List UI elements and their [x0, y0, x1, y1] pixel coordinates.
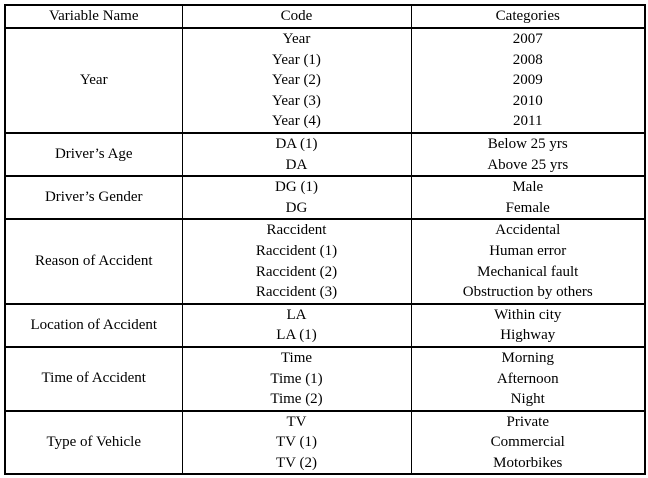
code-value: DG — [285, 199, 308, 216]
code-cell: Time Time (1) Time (2) — [181, 345, 412, 412]
variable-name-cell: Reason of Accident — [4, 218, 183, 305]
category-value: 2007 — [512, 31, 543, 47]
code-value: LA (1) — [276, 327, 317, 344]
code-value: Year — [282, 31, 311, 47]
code-value: Year (4) — [272, 113, 321, 130]
table-row-drivers-gender: Driver’s Gender DG (1) DG Male Female — [4, 175, 646, 221]
code-value: TV (2) — [276, 454, 317, 471]
code-value: Raccident (2) — [255, 263, 338, 280]
category-value: 2008 — [512, 51, 543, 68]
categories-cell: Private Commercial Motorbikes — [410, 409, 646, 476]
table-row-reason-of-accident: Reason of Accident Raccident Raccident (… — [4, 218, 646, 305]
category-value: Commercial — [490, 434, 565, 451]
code-cell: TV TV (1) TV (2) — [181, 409, 412, 476]
code-cell: LA LA (1) — [181, 302, 412, 348]
category-value: Human error — [489, 242, 567, 259]
table-row-drivers-age: Driver’s Age DA (1) DA Below 25 yrs Abov… — [4, 131, 646, 178]
categories-cell: Below 25 yrs Above 25 yrs — [410, 131, 646, 178]
code-cell: DA (1) DA — [181, 131, 412, 178]
code-value: TV (1) — [276, 434, 317, 451]
table-row-year: Year Year Year (1) Year (2) Year (3) Yea… — [4, 27, 646, 134]
category-value: Mechanical fault — [477, 263, 579, 280]
code-value: LA — [286, 306, 307, 323]
variable-name-cell: Type of Vehicle — [4, 409, 183, 476]
code-cell: Raccident Raccident (1) Raccident (2) Ra… — [181, 218, 412, 305]
category-value: 2010 — [512, 92, 543, 109]
code-value: Year (3) — [272, 92, 321, 109]
code-value: DA — [285, 156, 308, 173]
category-value: Morning — [501, 349, 555, 366]
category-value: Female — [505, 199, 550, 216]
category-value: Within city — [494, 306, 562, 323]
column-header-categories: Categories — [410, 4, 646, 29]
variable-coding-table: Variable Name Code Categories Year Year … — [4, 4, 646, 476]
column-header-code: Code — [181, 4, 412, 29]
code-value: Raccident — [266, 222, 327, 239]
code-value: Raccident (1) — [255, 242, 338, 259]
code-value: Time — [280, 349, 313, 366]
categories-cell: Accidental Human error Mechanical fault … — [410, 218, 646, 305]
code-value: Year (2) — [272, 72, 321, 89]
categories-cell: 2007 2008 2009 2010 2011 — [410, 27, 646, 134]
category-value: Male — [512, 179, 544, 196]
variable-name-cell: Year — [4, 27, 183, 134]
category-value: Afternoon — [496, 370, 559, 387]
table-row-time-of-accident: Time of Accident Time Time (1) Time (2) … — [4, 345, 646, 412]
category-value: Obstruction by others — [462, 284, 593, 301]
category-value: Above 25 yrs — [487, 156, 569, 173]
category-value: Highway — [500, 327, 556, 344]
code-value: Raccident (3) — [255, 284, 338, 301]
variable-name-cell: Driver’s Gender — [4, 175, 183, 221]
column-header-variable-name: Variable Name — [4, 4, 183, 29]
category-value: Private — [506, 413, 550, 430]
category-value: Below 25 yrs — [487, 135, 568, 152]
table-row-location-of-accident: Location of Accident LA LA (1) Within ci… — [4, 302, 646, 348]
code-value: TV — [286, 413, 307, 430]
code-value: Time (2) — [270, 391, 323, 408]
category-value: Accidental — [495, 222, 561, 239]
header-row: Variable Name Code Categories — [4, 4, 646, 29]
variable-name-cell: Driver’s Age — [4, 131, 183, 178]
category-value: 2009 — [512, 72, 543, 89]
code-value: Year (1) — [272, 51, 321, 68]
category-value: 2011 — [513, 113, 543, 130]
category-value: Night — [510, 391, 545, 408]
variable-name-cell: Time of Accident — [4, 345, 183, 412]
table-row-type-of-vehicle: Type of Vehicle TV TV (1) TV (2) Private… — [4, 409, 646, 476]
code-value: DG (1) — [275, 179, 318, 196]
code-value: Time (1) — [270, 370, 323, 387]
code-value: DA (1) — [275, 135, 318, 152]
code-cell: DG (1) DG — [181, 175, 412, 221]
variable-name-cell: Location of Accident — [4, 302, 183, 348]
code-cell: Year Year (1) Year (2) Year (3) Year (4) — [181, 27, 412, 134]
categories-cell: Male Female — [410, 175, 646, 221]
categories-cell: Morning Afternoon Night — [410, 345, 646, 412]
categories-cell: Within city Highway — [410, 302, 646, 348]
category-value: Motorbikes — [493, 454, 563, 471]
